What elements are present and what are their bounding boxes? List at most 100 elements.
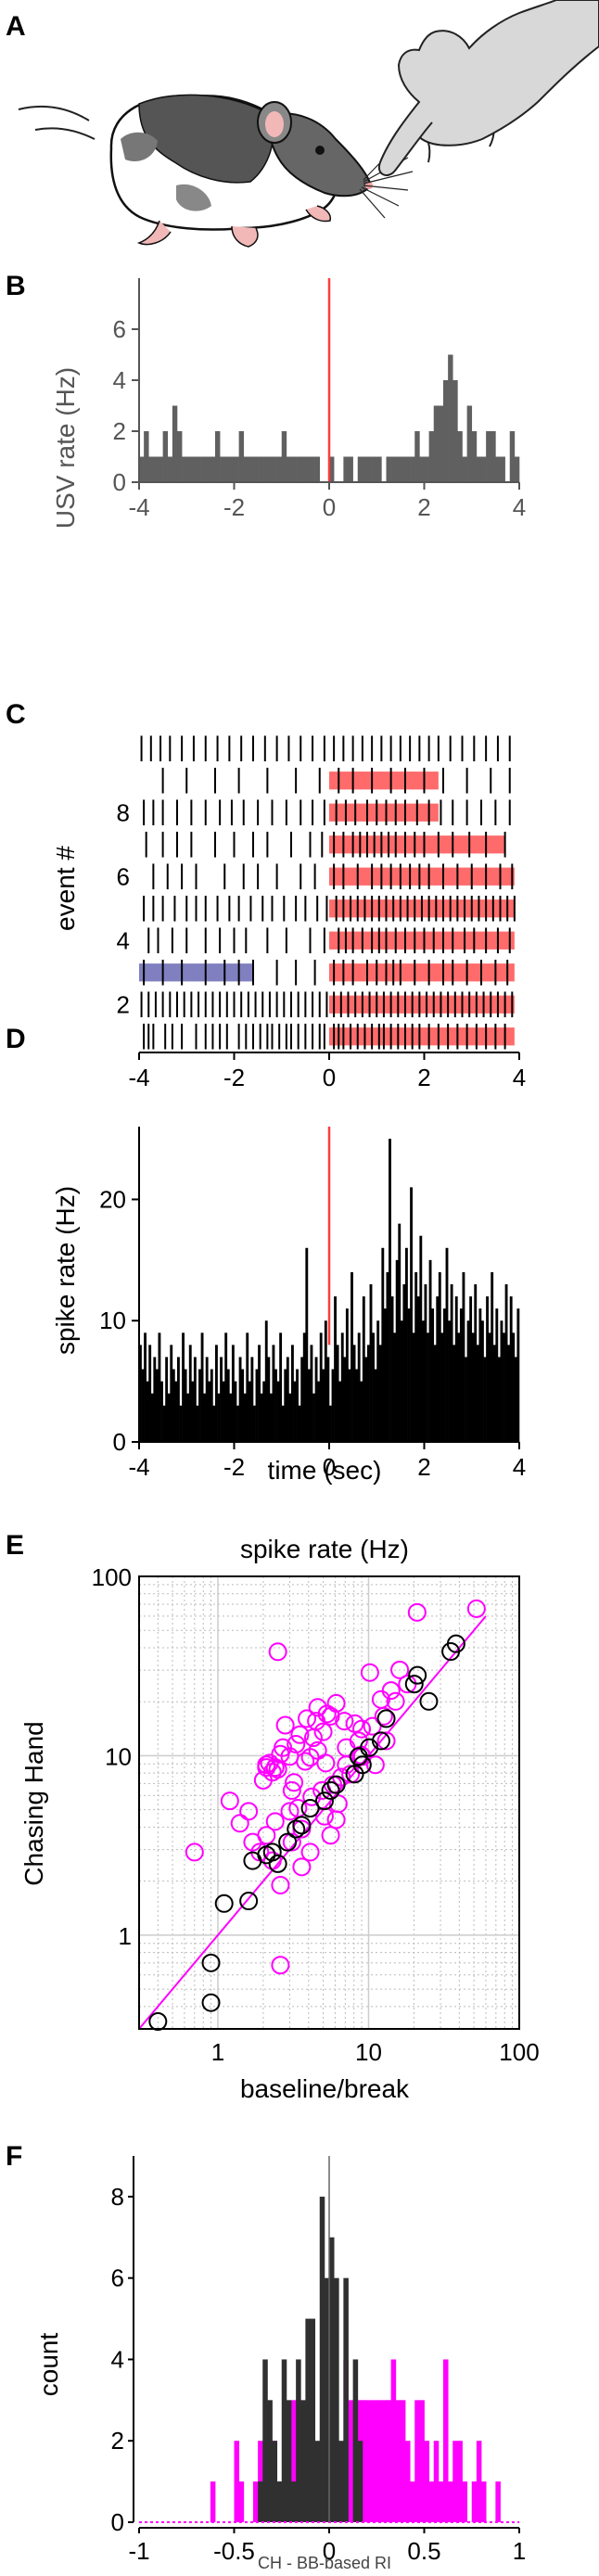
spike-rate-bar: [416, 1296, 420, 1442]
spike-rate-bar: [488, 1333, 491, 1442]
magenta-point: [407, 1602, 427, 1622]
spike-rate-bar: [165, 1357, 169, 1442]
y-tick-label: 10: [99, 1307, 126, 1334]
usv-bar: [196, 456, 201, 482]
spike-rate-bar: [386, 1271, 389, 1442]
y-tick-label: 10: [105, 1742, 132, 1770]
usv-bar: [476, 456, 482, 482]
magenta-point: [335, 1712, 354, 1731]
magenta-point: [280, 1747, 300, 1766]
spike-rate-bar: [243, 1393, 247, 1442]
usv-bar: [172, 405, 178, 482]
dark-bar: [267, 2400, 273, 2522]
magenta-point: [268, 1760, 287, 1779]
usv-bar: [286, 456, 292, 482]
y-tick-label: 6: [113, 315, 126, 343]
usv-bar: [372, 456, 377, 482]
usv-bar: [410, 456, 415, 482]
usv-bar: [495, 456, 501, 482]
spike-rate-bar: [191, 1381, 195, 1442]
spike-rate-bar: [262, 1381, 266, 1442]
black-point: [292, 1816, 312, 1835]
x-tick-label: 0: [323, 2537, 336, 2565]
usv-bar: [428, 431, 435, 482]
magenta-bar: [410, 2481, 415, 2522]
spike-rate-bar: [296, 1369, 299, 1442]
spike-rate-bar: [369, 1284, 373, 1442]
y-tick-label: 6: [117, 862, 130, 890]
spike-rate-bar: [390, 1296, 394, 1442]
x-tick-label: 2: [417, 1064, 430, 1091]
spike-rate-bar: [414, 1271, 418, 1442]
magenta-point: [326, 1810, 346, 1830]
spike-rate-bar: [492, 1345, 496, 1442]
spike-rate-bar: [459, 1308, 463, 1442]
magenta-bar: [476, 2441, 482, 2522]
spike-rate-bar: [177, 1357, 180, 1442]
spike-rate-bar: [400, 1320, 403, 1442]
usv-bar: [433, 405, 440, 482]
spike-rate-bar: [203, 1393, 207, 1442]
magenta-point: [220, 1792, 239, 1811]
usv-bar: [229, 456, 235, 482]
dark-bar: [334, 2277, 339, 2522]
y-tick-label: 8: [117, 798, 130, 826]
spike-rate-bar: [424, 1284, 427, 1442]
black-point: [376, 1709, 396, 1728]
usv-bar: [395, 456, 401, 482]
panel-f-xlabel: CH - BB-based RI: [258, 2554, 391, 2572]
spike-rate-bar: [144, 1333, 147, 1442]
spike-rate-bar: [476, 1345, 479, 1442]
spike-rate-bar: [139, 1345, 142, 1442]
y-tick-label: 6: [111, 2264, 124, 2292]
usv-bar: [348, 456, 353, 482]
black-point: [321, 1780, 340, 1800]
dark-bar: [324, 2277, 330, 2522]
magenta-bar: [386, 2400, 392, 2522]
spike-rate-bar: [264, 1320, 268, 1442]
spike-rate-bars: [139, 1139, 520, 1442]
spike-rate-bar: [433, 1345, 437, 1442]
usv-bar: [276, 456, 283, 482]
y-tick-label: 0: [111, 2508, 124, 2536]
dark-bar: [281, 2359, 287, 2522]
dark-bar: [276, 2481, 283, 2522]
spike-rate-bar: [284, 1369, 287, 1442]
magenta-bar: [253, 2481, 259, 2522]
spike-rate-bar: [504, 1284, 508, 1442]
spike-rate-bar: [196, 1405, 199, 1442]
usv-bar: [305, 456, 311, 482]
spike-rate-bar: [198, 1369, 201, 1442]
scatter-points: [138, 1599, 487, 2031]
spike-rate-bar: [512, 1333, 516, 1442]
spike-rate-bar: [286, 1357, 289, 1442]
spike-rate-bar: [326, 1357, 330, 1442]
y-tick-label: 0: [113, 468, 126, 496]
spike-rate-bar: [267, 1357, 271, 1442]
magenta-point: [275, 1715, 295, 1735]
spike-rate-bar: [246, 1333, 249, 1442]
usv-bar: [357, 456, 363, 482]
spike-rate-bar: [340, 1333, 344, 1442]
black-point: [268, 1854, 287, 1873]
spike-rate-bar: [495, 1308, 499, 1442]
magenta-point: [185, 1843, 204, 1862]
panel-d-xlabel: time (sec): [268, 1456, 382, 1485]
spike-rate-bar: [486, 1296, 489, 1442]
magenta-point: [257, 1826, 276, 1845]
spike-rate-bar: [226, 1369, 230, 1442]
x-tick-label: 0: [323, 1453, 336, 1481]
spike-rate-bar: [274, 1369, 277, 1442]
dark-bar: [314, 2441, 321, 2522]
usv-bar: [267, 456, 273, 482]
spike-rate-bar: [398, 1223, 401, 1442]
panel-d-axes: 0 10 20 -4 -2 0 2 4: [99, 1127, 526, 1481]
spike-rate-bar: [462, 1271, 465, 1442]
magenta-point: [321, 1706, 340, 1726]
spike-rate-bar: [372, 1333, 375, 1442]
magenta-point: [352, 1719, 372, 1739]
x-tick-label: 0: [323, 493, 336, 521]
magenta-point: [466, 1599, 486, 1618]
magenta-point: [268, 1642, 287, 1662]
